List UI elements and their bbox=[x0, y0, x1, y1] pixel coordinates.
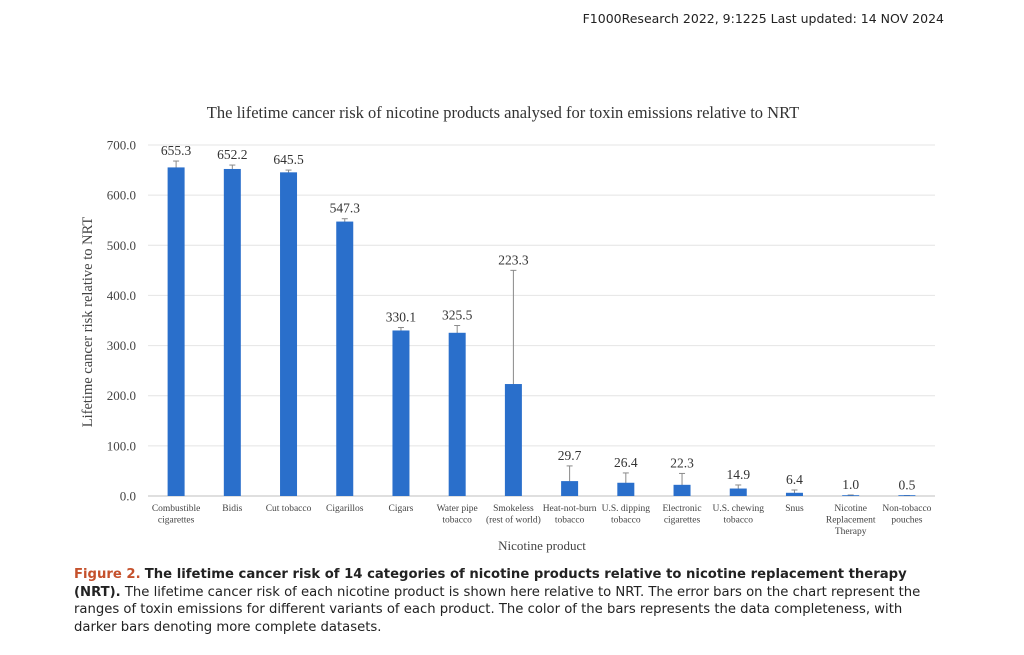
bar bbox=[448, 332, 466, 496]
data-label: 26.4 bbox=[614, 455, 638, 470]
bar bbox=[785, 492, 803, 496]
y-tick-label: 0.0 bbox=[120, 489, 136, 504]
x-tick-label: Cigars bbox=[389, 504, 414, 514]
x-tick-label: Therapy bbox=[835, 527, 867, 537]
bar bbox=[898, 495, 916, 496]
y-tick-label: 100.0 bbox=[107, 438, 136, 453]
y-tick-label: 600.0 bbox=[107, 188, 136, 203]
x-tick-label: Water pipe bbox=[437, 504, 478, 514]
figure-title: The lifetime cancer risk of 14 categorie… bbox=[74, 567, 907, 600]
bar bbox=[504, 384, 522, 496]
bar bbox=[729, 488, 747, 496]
data-label: 325.5 bbox=[442, 308, 473, 323]
x-tick-label: cigarettes bbox=[158, 516, 195, 526]
x-tick-label: tobacco bbox=[442, 516, 472, 526]
data-label: 223.3 bbox=[498, 252, 529, 267]
x-tick-label: pouches bbox=[891, 516, 922, 526]
x-tick-label: Nicotine bbox=[834, 504, 867, 514]
y-tick-label: 200.0 bbox=[107, 388, 136, 403]
x-tick-label: Snus bbox=[785, 504, 804, 514]
gridlines bbox=[148, 144, 935, 497]
data-label: 1.0 bbox=[842, 477, 859, 492]
data-label: 29.7 bbox=[558, 448, 582, 463]
y-axis-label: Lifetime cancer risk relative to NRT bbox=[80, 217, 96, 428]
bar bbox=[673, 484, 691, 496]
x-tick-label: Replacement bbox=[826, 516, 876, 526]
x-tick-label: tobacco bbox=[555, 516, 585, 526]
data-labels: 655.3 652.2 645.5 547.3 330.1 325.5 223.3 29.7 2… bbox=[161, 143, 916, 492]
bar bbox=[617, 482, 635, 496]
x-tick-label: (rest of world) bbox=[486, 515, 541, 526]
x-tick-label: tobacco bbox=[611, 516, 641, 526]
data-label: 14.9 bbox=[726, 467, 750, 482]
data-label: 6.4 bbox=[786, 472, 803, 487]
y-tick-label: 400.0 bbox=[107, 288, 136, 303]
figure-caption: Figure 2. The lifetime cancer risk of 14… bbox=[74, 566, 946, 636]
bars bbox=[167, 167, 916, 496]
data-label: 330.1 bbox=[386, 310, 416, 325]
data-label: 652.2 bbox=[217, 147, 247, 162]
data-label: 547.3 bbox=[330, 201, 361, 216]
y-tick-label: 300.0 bbox=[107, 338, 136, 353]
x-tick-label: Electronic bbox=[663, 504, 702, 514]
data-label: 645.5 bbox=[273, 152, 304, 167]
data-label: 0.5 bbox=[898, 477, 915, 492]
x-tick-label: cigarettes bbox=[664, 516, 701, 526]
chart-title: The lifetime cancer risk of nicotine pro… bbox=[207, 103, 799, 122]
x-tick-label: U.S. chewing bbox=[713, 504, 765, 514]
bar bbox=[392, 330, 410, 496]
x-tick-label: Cut tobacco bbox=[266, 504, 312, 514]
x-tick-label: U.S. dipping bbox=[602, 504, 651, 514]
data-label: 22.3 bbox=[670, 455, 694, 470]
x-tick-label: Cigarillos bbox=[326, 504, 364, 514]
x-tick-label: tobacco bbox=[723, 516, 753, 526]
page-header-citation: F1000Research 2022, 9:1225 Last updated:… bbox=[582, 11, 944, 26]
y-axis-ticks: 0.0 100.0 200.0 300.0 400.0 500.0 600.0 700.0 bbox=[107, 138, 136, 504]
data-label: 655.3 bbox=[161, 143, 192, 158]
bar bbox=[561, 481, 579, 496]
bar bbox=[842, 495, 860, 496]
bar bbox=[223, 168, 241, 496]
bar-chart: The lifetime cancer risk of nicotine pro… bbox=[80, 103, 935, 553]
y-tick-label: 500.0 bbox=[107, 238, 136, 253]
x-axis-tick-labels: Combustible cigarettes Bidis Cut tobacco Cig… bbox=[152, 504, 932, 537]
x-tick-label: Combustible bbox=[152, 504, 201, 514]
x-axis-label: Nicotine product bbox=[498, 538, 586, 553]
x-tick-label: Bidis bbox=[222, 504, 242, 514]
bar bbox=[167, 167, 185, 496]
figure-description: The lifetime cancer risk of each nicotin… bbox=[74, 584, 921, 635]
bar bbox=[280, 172, 298, 496]
x-tick-label: Non-tobacco bbox=[882, 504, 931, 514]
y-tick-label: 700.0 bbox=[107, 138, 136, 153]
x-tick-label: Smokeless bbox=[493, 504, 534, 514]
bar bbox=[336, 221, 354, 496]
x-tick-label: Heat-not-burn bbox=[543, 504, 597, 514]
figure-label: Figure 2. bbox=[74, 567, 141, 582]
